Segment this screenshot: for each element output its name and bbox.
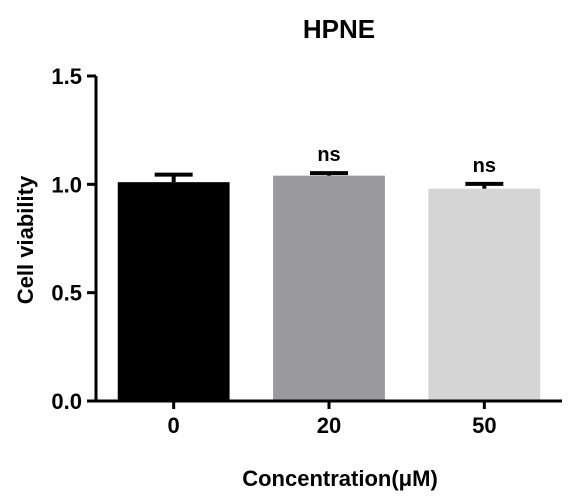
x-axis: 0 20 50 [96, 399, 562, 438]
bars-group [117, 175, 541, 401]
bar-20 [273, 175, 385, 401]
x-tick-label-0: 0 [168, 413, 180, 438]
significance-label-20: ns [317, 144, 340, 166]
y-axis-label: Cell viability [13, 175, 38, 304]
y-tick-label-1.5: 1.5 [51, 64, 82, 89]
chart-title: HPNE [303, 14, 375, 44]
bar-50 [428, 188, 541, 401]
x-axis-label: Concentration(μM) [242, 466, 438, 491]
bar-0 [117, 182, 230, 401]
x-tick-label-20: 20 [317, 413, 341, 438]
significance-label-50: ns [473, 155, 496, 177]
error-bars-group [154, 171, 504, 189]
y-tick-label-0.5: 0.5 [51, 281, 82, 306]
y-axis: 0.0 0.5 1.0 1.5 [51, 64, 98, 414]
annotations-group: ns ns [317, 144, 496, 177]
y-tick-label-0.0: 0.0 [51, 389, 82, 414]
y-tick-label-1.0: 1.0 [51, 172, 82, 197]
x-tick-label-50: 50 [472, 413, 496, 438]
